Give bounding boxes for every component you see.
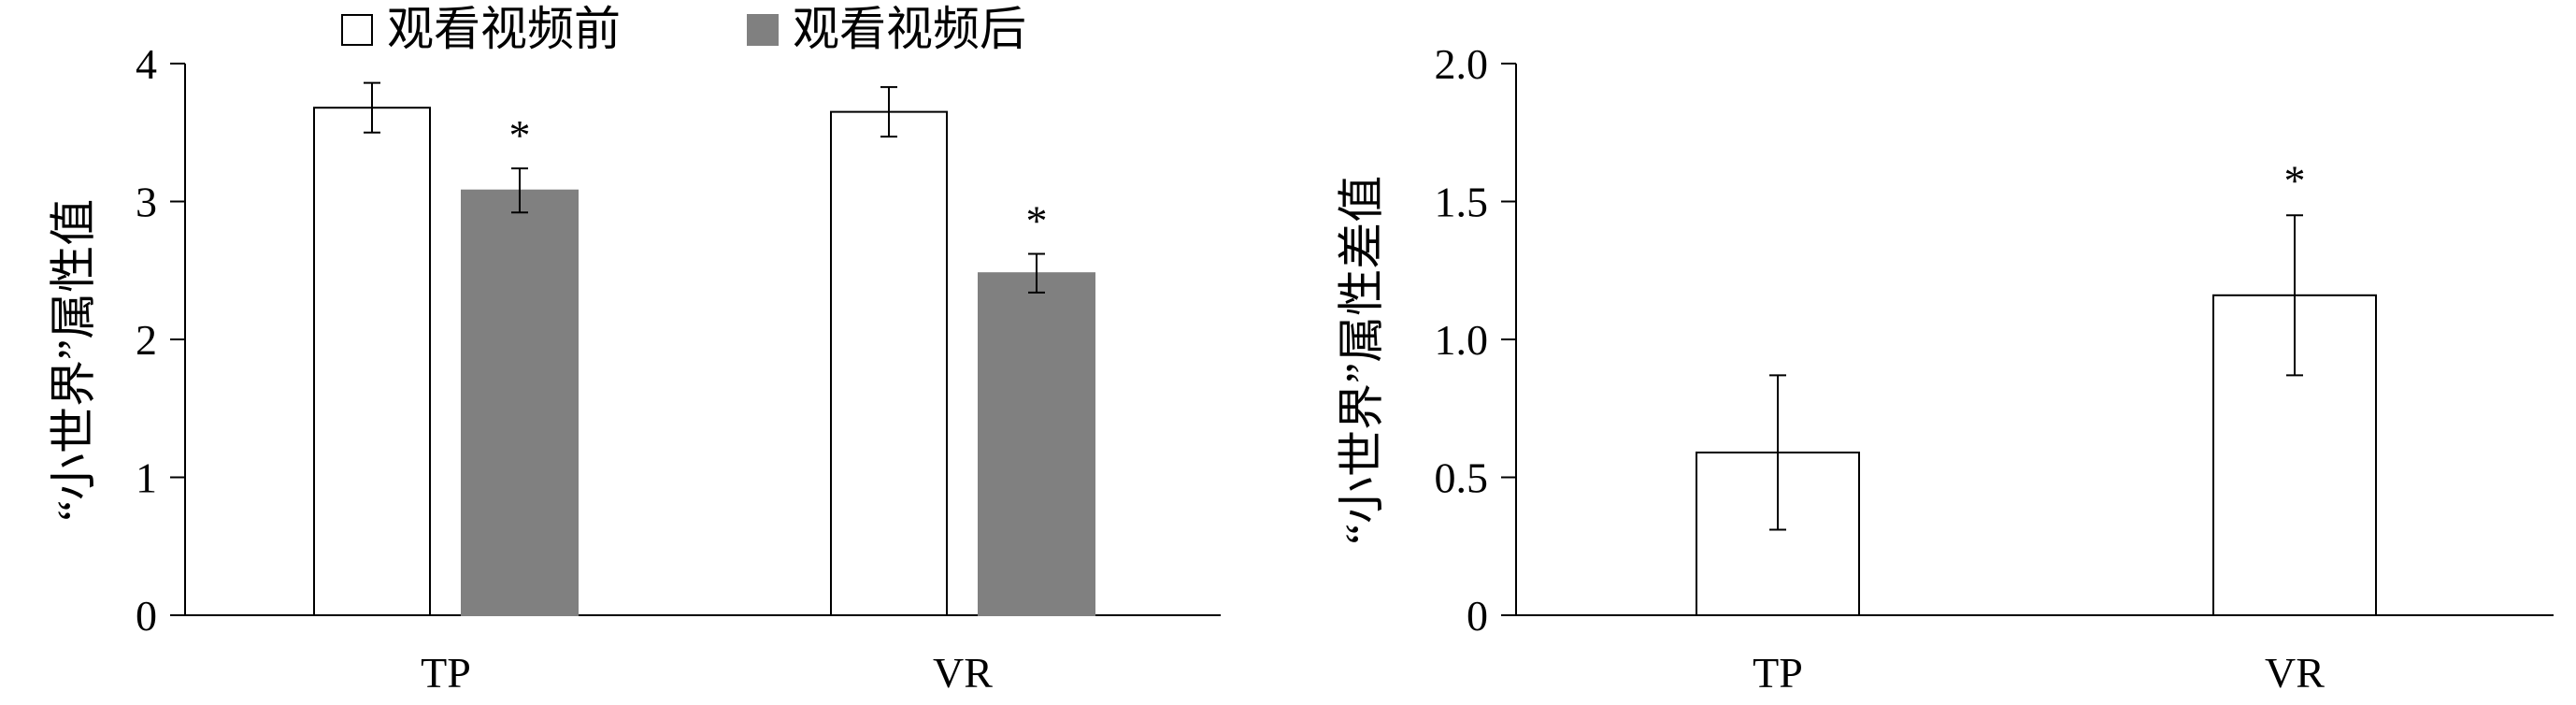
bar — [313, 107, 431, 616]
right-y-tick-label: 2.0 — [1435, 40, 1489, 88]
left-y-tick-label: 1 — [136, 454, 157, 502]
legend-swatch-after — [747, 14, 779, 46]
significance-marker: * — [509, 111, 531, 159]
right-x-tick-label: TP — [1753, 649, 1803, 697]
left-y-tick-label: 2 — [136, 316, 157, 364]
left-y-tick-label: 3 — [136, 179, 157, 226]
right-y-tick-label: 0 — [1467, 592, 1488, 640]
bar — [830, 110, 948, 616]
left-y-axis-label: “小世界”属性值 — [47, 199, 99, 521]
bar — [978, 272, 1095, 616]
legend: 观看视频前 观看视频后 — [341, 3, 1026, 55]
significance-marker: * — [1026, 197, 1048, 245]
left-y-tick-label: 4 — [136, 40, 157, 88]
right-y-tick-label: 1.5 — [1435, 179, 1489, 226]
legend-swatch-before — [341, 14, 373, 46]
left-y-tick-label: 0 — [136, 592, 157, 640]
legend-label-before: 观看视频前 — [387, 3, 621, 55]
bar — [461, 189, 579, 616]
right-x-tick-label: VR — [2265, 649, 2325, 697]
left-x-tick-label: VR — [933, 649, 993, 697]
right-y-axis-label: “小世界”属性差值 — [1335, 176, 1387, 544]
right-y-tick-label: 1.0 — [1435, 316, 1489, 364]
right-y-tick-label: 0.5 — [1435, 454, 1489, 502]
legend-label-after: 观看视频后 — [793, 3, 1026, 55]
left-x-tick-label: TP — [421, 649, 471, 697]
significance-marker: * — [2284, 156, 2306, 204]
